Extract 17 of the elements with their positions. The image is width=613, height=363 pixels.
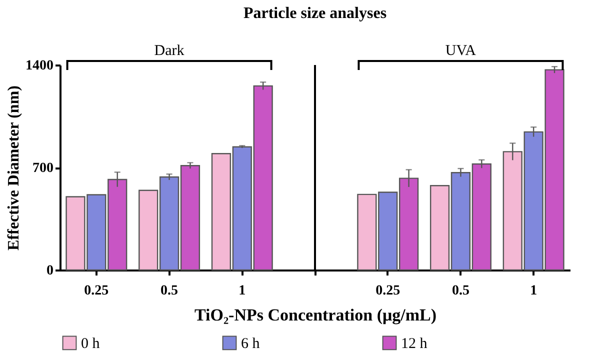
x-tick-label: 1 [238, 284, 246, 298]
chart-title: Particle size analyses [243, 5, 387, 22]
x-axis-title: TiO₂-NPs Concentration (μg/mL) [194, 306, 437, 324]
legend-label: 12 h [401, 336, 428, 352]
x-tick-label: 0.5 [160, 284, 178, 298]
x-tick-label: 0.5 [452, 284, 470, 298]
x-tick-label: 1 [530, 284, 538, 298]
x-tick-label: 0.25 [376, 284, 400, 298]
legend-label: 0 h [81, 336, 100, 352]
y-axis-title: Effective Diameter (nm) [6, 86, 22, 250]
text: UVA [445, 43, 476, 59]
y-tick-label: 0 [46, 264, 54, 278]
y-tick-label: 700 [32, 161, 54, 176]
x-tick-label: 0.25 [84, 284, 109, 298]
text: Dark [154, 43, 185, 59]
legend-label: 6 h [241, 336, 260, 352]
y-tick-label: 1400 [26, 58, 54, 74]
